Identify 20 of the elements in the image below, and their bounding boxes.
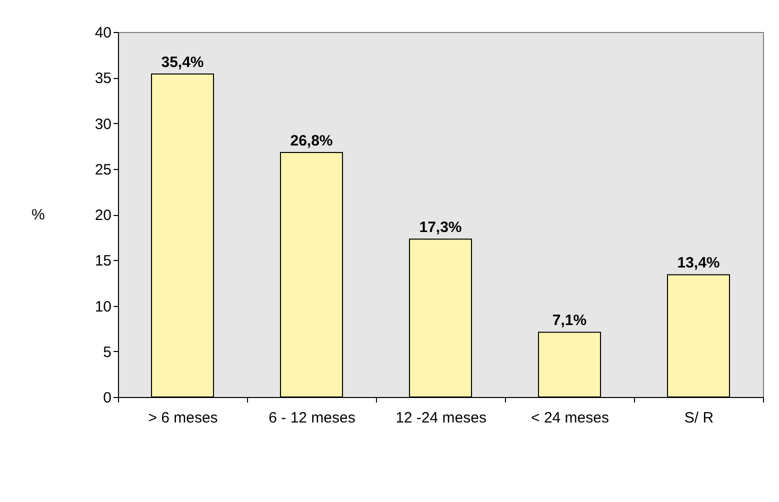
y-tick-label: 35 <box>94 70 112 88</box>
x-tick-label: < 24 meses <box>531 410 609 426</box>
data-label: 7,1% <box>552 312 587 330</box>
data-label: 26,8% <box>290 132 333 150</box>
x-tick-label: 6 - 12 meses <box>268 410 356 426</box>
y-tick-label: 30 <box>94 116 112 133</box>
y-tick-label: 0 <box>103 390 112 406</box>
x-tick-label: 12 -24 meses <box>396 410 486 426</box>
y-axis-title: % <box>31 206 45 224</box>
x-tick-label: S/ R <box>684 410 714 426</box>
y-tick-label: 5 <box>103 344 112 361</box>
y-tick-label: 15 <box>94 252 112 270</box>
y-tick-label: 10 <box>94 298 112 316</box>
y-tick-label: 25 <box>94 161 112 178</box>
y-tick-label: 40 <box>94 24 112 42</box>
data-label: 17,3% <box>419 219 462 236</box>
data-label: 35,4% <box>161 54 204 71</box>
x-tick-label: > 6 meses <box>148 410 218 426</box>
data-label: 13,4% <box>677 254 720 272</box>
y-tick-label: 20 <box>94 207 112 224</box>
